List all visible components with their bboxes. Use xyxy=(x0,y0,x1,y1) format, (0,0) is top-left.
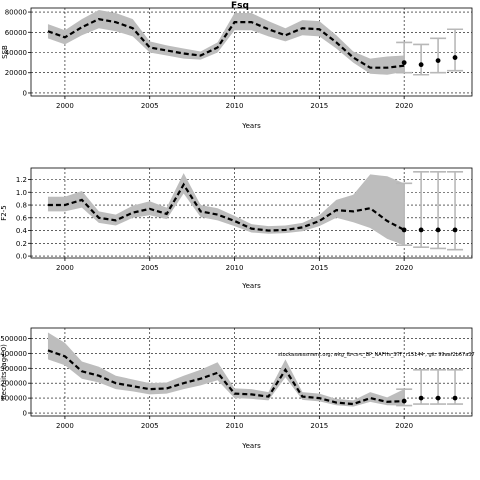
x-axis-label: Years xyxy=(241,442,261,450)
x-tick-label: 2020 xyxy=(395,422,413,430)
y-tick-label: 40000 xyxy=(5,49,27,57)
panel-1 xyxy=(28,7,473,99)
y-tick-label: 0.4 xyxy=(16,227,28,235)
y-tick-label: 300000 xyxy=(0,365,27,373)
y-tick-label: 60000 xyxy=(5,29,27,37)
plot-frame xyxy=(30,167,473,259)
forecast-point xyxy=(452,395,458,401)
forecast-point xyxy=(435,395,441,401)
y-tick-label: 0 xyxy=(23,89,27,97)
x-tick-label: 2010 xyxy=(226,422,244,430)
y-tick-label: 500000 xyxy=(0,335,27,343)
x-tick-label: 2005 xyxy=(141,102,159,110)
y-tick-label: 0.8 xyxy=(16,202,27,210)
estimate-line xyxy=(47,349,405,406)
y-tick-label: 100000 xyxy=(0,395,27,403)
estimate-line xyxy=(47,182,405,232)
x-tick-label: 2005 xyxy=(141,264,159,272)
forecast-point xyxy=(418,227,424,233)
confidence-band xyxy=(47,10,405,75)
forecast-point xyxy=(418,62,424,68)
x-tick-label: 2010 xyxy=(226,102,244,110)
x-tick-label: 2015 xyxy=(310,422,328,430)
forecast-point xyxy=(401,60,407,66)
x-tick-label: 2015 xyxy=(310,102,328,110)
x-tick-label: 2020 xyxy=(395,102,413,110)
x-tick-label: 2000 xyxy=(56,264,74,272)
x-tick-label: 2010 xyxy=(226,264,244,272)
forecast-point xyxy=(435,58,441,63)
panel-3 xyxy=(28,327,473,419)
confidence-band xyxy=(47,332,405,407)
y-tick-label: 0 xyxy=(23,410,27,418)
confidence-band xyxy=(47,173,405,246)
forecast-point xyxy=(401,398,407,404)
figure-title: Fsq xyxy=(231,1,249,11)
x-tick-label: 2020 xyxy=(395,264,413,272)
y-tick-label: 80000 xyxy=(5,9,27,17)
y-tick-label: 20000 xyxy=(5,69,27,77)
forecast-point xyxy=(452,227,458,233)
y-tick-label: 1.2 xyxy=(16,176,27,184)
forecast-point xyxy=(452,55,458,60)
forecast-point xyxy=(435,227,441,233)
y-tick-label: 0.6 xyxy=(16,214,28,222)
y-tick-label: 0.2 xyxy=(16,240,27,248)
x-axis-label: Years xyxy=(241,122,261,130)
attribution-note: stockassessment.org, wkg_fb-cs-c_BP_NAFH… xyxy=(278,352,475,358)
x-tick-label: 2000 xyxy=(56,102,74,110)
forecast-point xyxy=(418,395,424,401)
x-tick-label: 2005 xyxy=(141,422,159,430)
plot-frame xyxy=(30,7,473,97)
y-tick-label: 0.0 xyxy=(16,253,27,261)
y-tick-label: 400000 xyxy=(0,350,27,358)
x-tick-label: 2000 xyxy=(56,422,74,430)
x-axis-label: Years xyxy=(241,282,261,290)
y-axis-label: Recruits (age 0) xyxy=(0,344,8,400)
y-tick-label: 1.0 xyxy=(16,189,27,197)
x-tick-label: 2015 xyxy=(310,264,328,272)
forecast-point xyxy=(401,227,407,233)
y-tick-label: 200000 xyxy=(0,380,27,388)
plot-frame xyxy=(30,327,473,417)
estimate-line xyxy=(47,17,405,69)
y-axis-label: SSB xyxy=(1,45,9,59)
y-axis-label: F2-5 xyxy=(0,205,8,220)
panel-2 xyxy=(28,167,473,261)
